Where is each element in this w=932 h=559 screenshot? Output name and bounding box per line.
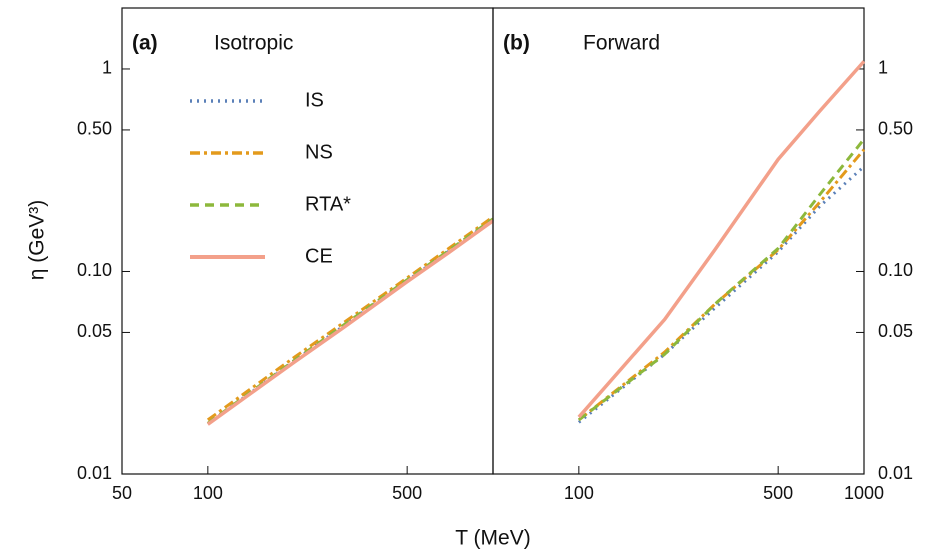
- y-tick-label: 1: [878, 58, 888, 78]
- legend-label: NS: [305, 141, 333, 163]
- x-tick-label: 500: [392, 483, 422, 503]
- y-tick-label: 0.05: [878, 321, 913, 341]
- panel-title: Forward: [583, 32, 660, 55]
- panel-title: Isotropic: [214, 32, 293, 55]
- y-tick-label: 0.05: [77, 321, 112, 341]
- y-tick-label: 0.01: [77, 463, 112, 483]
- panel-label: (a): [132, 32, 158, 55]
- y-tick-label: 1: [102, 58, 112, 78]
- legend-label: CE: [305, 245, 333, 267]
- x-tick-label: 50: [112, 483, 132, 503]
- plot-frame: [492, 7, 865, 475]
- x-tick-label: 100: [564, 483, 594, 503]
- y-tick-label: 0.50: [77, 119, 112, 139]
- series-line: [577, 165, 866, 424]
- y-tick-label: 0.50: [878, 119, 913, 139]
- legend-label: IS: [305, 89, 324, 111]
- y-axis-label: η (GeV³): [26, 200, 49, 281]
- series-line: [577, 60, 866, 419]
- legend-label: RTA*: [305, 193, 351, 215]
- panel-label: (b): [503, 32, 530, 55]
- y-tick-label: 0.01: [878, 463, 913, 483]
- plot-frame: [121, 7, 494, 475]
- series-line: [577, 148, 866, 422]
- series-line: [577, 138, 866, 422]
- series-line: [206, 219, 495, 426]
- x-tick-label: 500: [763, 483, 793, 503]
- series-line: [206, 215, 494, 422]
- x-tick-label: 1000: [844, 483, 884, 503]
- x-tick-label: 100: [193, 483, 223, 503]
- y-tick-label: 0.10: [77, 260, 112, 280]
- y-tick-label: 0.10: [878, 260, 913, 280]
- x-axis-label: T (MeV): [455, 527, 530, 550]
